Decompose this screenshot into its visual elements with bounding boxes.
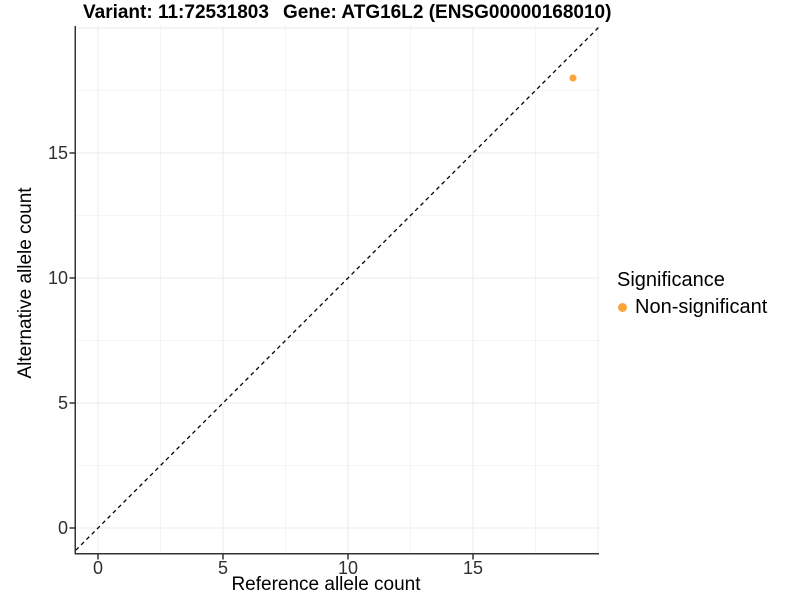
identity-line	[76, 26, 599, 551]
x-tick-label: 10	[337, 558, 359, 578]
y-tick-label: 15	[47, 143, 68, 163]
variant-title: Variant: 11:72531803	[83, 2, 269, 23]
gene-title: Gene: ATG16L2 (ENSG00000168010)	[283, 2, 612, 23]
x-tick-label: 0	[92, 558, 103, 578]
legend-title: Significance	[617, 269, 725, 291]
x-tick-label: 15	[462, 558, 484, 578]
legend-point-icon	[618, 303, 627, 312]
y-tick-label: 0	[57, 518, 68, 538]
data-point	[569, 74, 577, 82]
y-tick-label: 10	[47, 268, 68, 288]
y-axis-title: Alternative allele count	[15, 187, 36, 379]
legend: Significance Non-significant	[617, 269, 767, 319]
y-tick-label: 5	[57, 393, 68, 413]
x-tick-label: 5	[217, 558, 228, 578]
legend-item: Non-significant	[617, 296, 767, 319]
legend-item-label: Non-significant	[635, 296, 768, 318]
x-axis-title: Reference allele count	[231, 574, 421, 595]
